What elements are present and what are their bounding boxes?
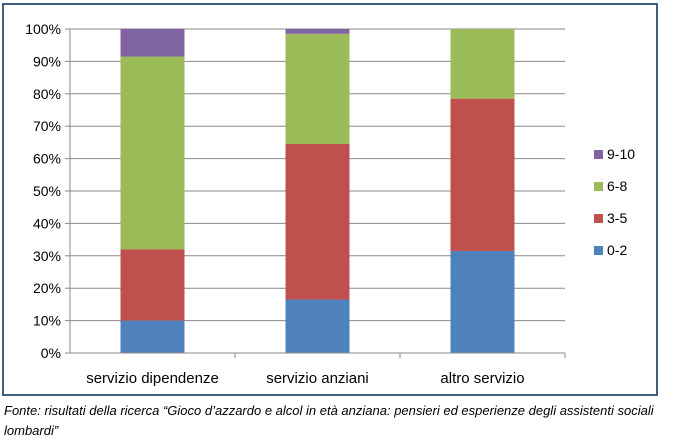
bar-segment-0-2 xyxy=(120,320,185,353)
stacked-bar-chart: 0% 10% 20% 30% 40% 50% 60% 70% 80% 90% 100% servizi… xyxy=(25,21,635,387)
legend-swatch-3-5 xyxy=(594,214,603,223)
legend-swatch-6-8 xyxy=(594,182,603,191)
legend-label: 9-10 xyxy=(607,146,635,162)
y-tick-label: 30% xyxy=(33,248,61,264)
bar-segment-9-10 xyxy=(285,29,350,34)
y-tick-label: 50% xyxy=(33,183,61,199)
legend-label: 0-2 xyxy=(607,242,627,258)
y-tick-label: 10% xyxy=(33,313,61,329)
axes: 0% 10% 20% 30% 40% 50% 60% 70% 80% 90% 100% servizi… xyxy=(25,21,566,387)
bar-segment-6-8 xyxy=(450,29,515,99)
bar-segment-0-2 xyxy=(285,299,350,353)
y-tick-label: 70% xyxy=(33,118,61,134)
bar-segment-3-5 xyxy=(120,249,185,321)
y-tick-label: 40% xyxy=(33,215,61,231)
legend: 9-10 6-8 3-5 0-2 xyxy=(594,146,635,258)
source-caption: Fonte: risultati della ricerca “Gioco d’… xyxy=(4,403,654,438)
x-category-label: altro servizio xyxy=(440,370,524,387)
y-tick-label: 60% xyxy=(33,151,61,167)
bar-segment-6-8 xyxy=(285,33,350,145)
x-category-label: servizio dipendenze xyxy=(86,370,219,387)
bar-segment-3-5 xyxy=(285,144,350,300)
bar-segment-6-8 xyxy=(120,56,185,250)
bar-segment-3-5 xyxy=(450,98,515,251)
y-tick-label: 20% xyxy=(33,280,61,296)
y-tick-label: 80% xyxy=(33,86,61,102)
bar-segment-0-2 xyxy=(450,250,515,353)
legend-swatch-0-2 xyxy=(594,246,603,255)
x-category-label: servizio anziani xyxy=(266,370,369,387)
bars xyxy=(120,29,515,353)
y-tick-label: 100% xyxy=(25,21,61,37)
bar-segment-9-10 xyxy=(120,29,185,57)
y-tick-label: 90% xyxy=(33,53,61,69)
legend-swatch-9-10 xyxy=(594,150,603,159)
legend-label: 6-8 xyxy=(607,178,627,194)
y-tick-label: 0% xyxy=(41,345,61,361)
legend-label: 3-5 xyxy=(607,210,627,226)
